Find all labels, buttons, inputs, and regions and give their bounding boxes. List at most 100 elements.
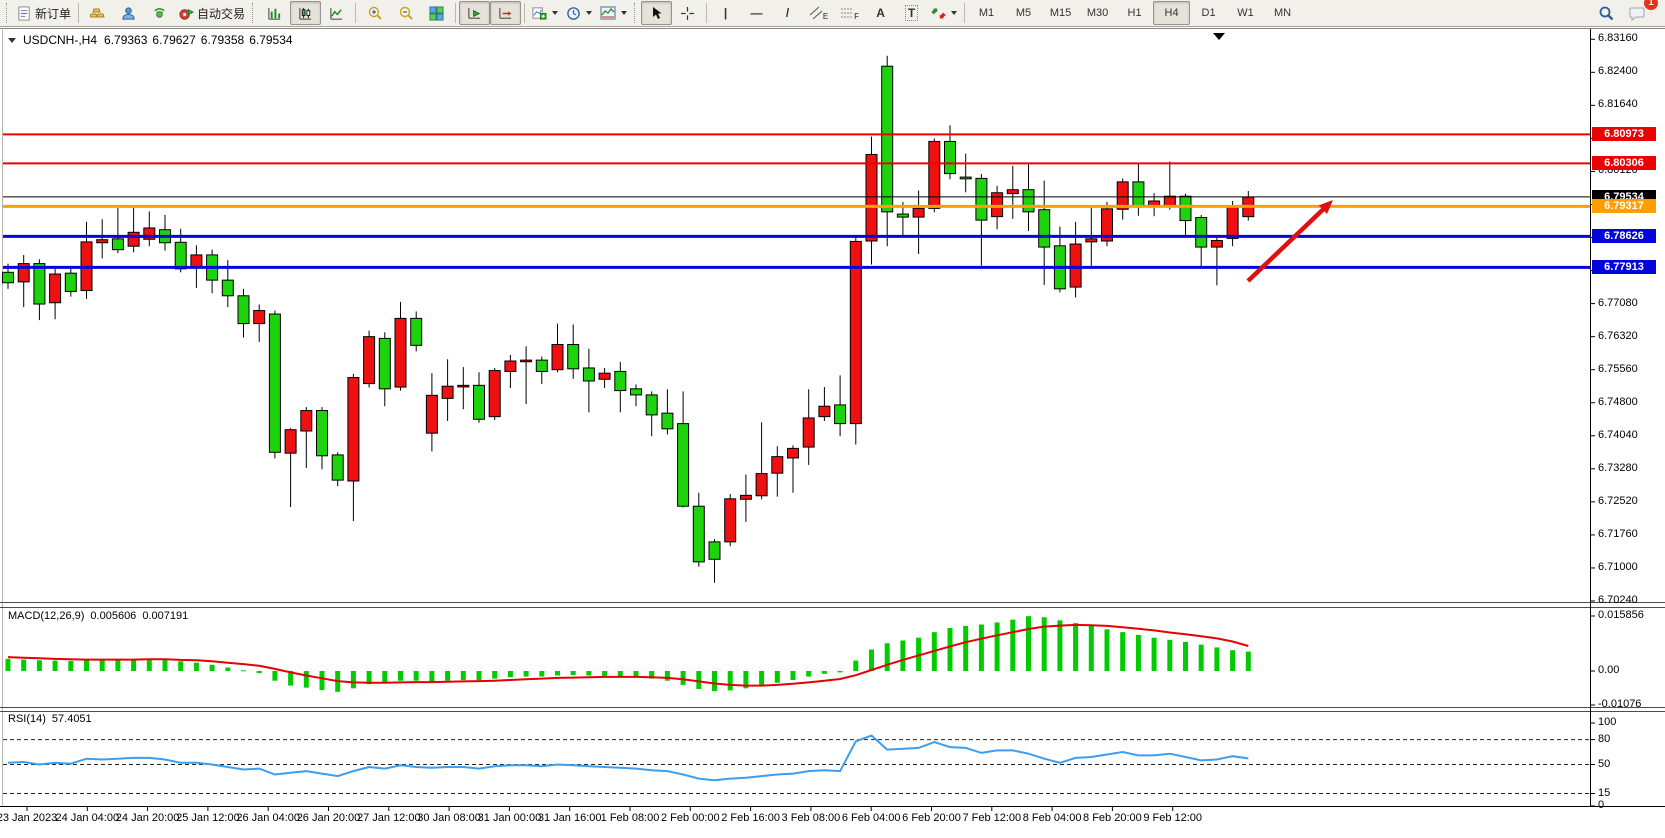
macd-histogram-bar (460, 671, 466, 681)
timeframe-button-m30[interactable]: M30 (1086, 7, 1109, 19)
timeframe-button-h1[interactable]: H1 (1127, 7, 1142, 19)
macd-axis-label: 0.00 (1598, 664, 1620, 676)
zoom-in-button[interactable] (359, 1, 390, 25)
candle-body (221, 279, 234, 297)
timeframe-button-d1[interactable]: D1 (1201, 7, 1216, 19)
trend-arrow-head (1318, 200, 1333, 215)
chart-shift-marker (1213, 33, 1225, 40)
vertical-line-tool-button[interactable]: | (710, 1, 741, 25)
periods-button[interactable] (562, 1, 596, 25)
arrows-tool-button[interactable] (927, 1, 961, 25)
candle-body (849, 240, 862, 425)
periods-dropdown-caret[interactable] (586, 11, 593, 15)
gold-icon (89, 8, 105, 18)
rsi-name: RSI(14) (8, 713, 46, 725)
candle-body (316, 410, 328, 457)
timeframe-button-h4[interactable]: H4 (1153, 1, 1191, 25)
separator (964, 3, 966, 23)
timeframe-button-m5[interactable]: M5 (1015, 7, 1032, 19)
chart-ohlc: 6.79363 6.79627 6.79358 6.79534 (104, 33, 293, 47)
candle-body (96, 239, 109, 244)
auto-trading-button[interactable]: 自动交易 (175, 1, 249, 25)
chart-collapse-icon[interactable] (8, 37, 16, 43)
fibonacci-icon (841, 8, 854, 18)
separator (706, 3, 708, 23)
candlestick-mode-button[interactable] (290, 1, 322, 25)
timeframe-button-mn[interactable]: MN (1273, 7, 1292, 19)
separator (78, 3, 80, 23)
macd-histogram-bar (963, 625, 969, 671)
search-icon (1599, 6, 1613, 21)
toolbar-drag-handle[interactable] (6, 3, 10, 23)
chart-shift-button[interactable] (490, 1, 522, 25)
candle-body (708, 541, 721, 560)
cursor-tool-button[interactable] (641, 1, 673, 25)
timeframe-button-m1[interactable]: M1 (978, 7, 995, 19)
candle-body (645, 394, 658, 416)
macd-histogram-bar (319, 671, 325, 691)
horizontal-line-tool-button[interactable]: — (741, 1, 772, 25)
macd-histogram-bar (429, 671, 435, 682)
macd-histogram-bar (633, 671, 639, 678)
signals-button[interactable] (144, 1, 175, 25)
macd-value-1: 0.005606 (90, 610, 137, 622)
timeframe-button-m15[interactable]: M15 (1049, 7, 1072, 19)
candle-body (1101, 208, 1113, 242)
search-button[interactable] (1590, 1, 1621, 25)
price-axis-label: 6.71000 (1598, 560, 1638, 573)
trend-arrow-shaft (1246, 205, 1328, 283)
toolbar-drag-handle[interactable] (252, 3, 256, 23)
template-icon (600, 6, 616, 20)
price-level-tag-support: 6.78626 (1592, 229, 1656, 244)
tile-windows-button[interactable] (421, 1, 452, 25)
new-order-label: 新订单 (35, 6, 72, 21)
candle-body (1195, 217, 1208, 248)
time-axis-label: 26 Jan 04:00 (236, 812, 300, 824)
rsi-line (7, 734, 1249, 782)
indicators-button[interactable] (528, 1, 562, 25)
timeframe-button-w1[interactable]: W1 (1237, 7, 1254, 19)
new-order-icon (18, 5, 30, 21)
text-tool-button[interactable]: A (865, 1, 896, 25)
text-label-tool-button[interactable]: T (896, 1, 927, 25)
notifications-button[interactable]: 1 (1621, 0, 1658, 25)
equidistant-channel-tool-button[interactable]: E (803, 1, 834, 25)
trendline-tool-button[interactable]: / (772, 1, 803, 25)
price-axis-label: 6.75560 (1598, 362, 1638, 375)
accounts-button[interactable] (113, 1, 144, 25)
candle-body (174, 241, 187, 270)
macd-histogram-bar (774, 671, 780, 683)
templates-button[interactable] (596, 1, 631, 25)
candle-body (268, 313, 281, 453)
candle-body (724, 498, 737, 543)
zoom-out-button[interactable] (390, 1, 421, 25)
time-axis-label: 9 Feb 12:00 (1143, 812, 1203, 824)
time-axis-label: 8 Feb 20:00 (1083, 812, 1142, 824)
price-axis-label: 6.74800 (1598, 395, 1638, 408)
templates-dropdown-caret[interactable] (621, 11, 628, 15)
rsi-axis-label: 15 (1598, 786, 1611, 799)
candle-body (425, 394, 438, 434)
price-axis-label: 6.73280 (1598, 461, 1638, 474)
bar-chart-mode-button[interactable] (259, 1, 290, 25)
time-axis-label: 24 Jan 20:00 (115, 812, 180, 824)
toolbar-drag-handle[interactable] (634, 3, 638, 23)
macd-histogram-bar (1230, 650, 1236, 671)
fibonacci-tool-button[interactable]: F (834, 1, 865, 25)
price-level-tag-resistance: 6.80306 (1592, 156, 1656, 171)
new-order-button[interactable]: 新订单 (13, 1, 75, 25)
candle-body (190, 254, 203, 268)
auto-scroll-button[interactable] (459, 1, 491, 25)
arrows-dropdown-caret[interactable] (951, 11, 958, 15)
line-chart-mode-button[interactable] (321, 1, 352, 25)
crosshair-tool-button[interactable] (672, 1, 703, 25)
chart-background (0, 28, 1665, 838)
macd-histogram-bar (84, 660, 89, 671)
macd-histogram-bar (884, 643, 890, 671)
time-axis-label: 30 Jan 08:00 (417, 812, 481, 824)
market-watch-button[interactable] (82, 1, 113, 25)
macd-name: MACD(12,26,9) (8, 610, 85, 622)
indicators-dropdown-caret[interactable] (552, 11, 559, 15)
candle-body (959, 176, 972, 180)
